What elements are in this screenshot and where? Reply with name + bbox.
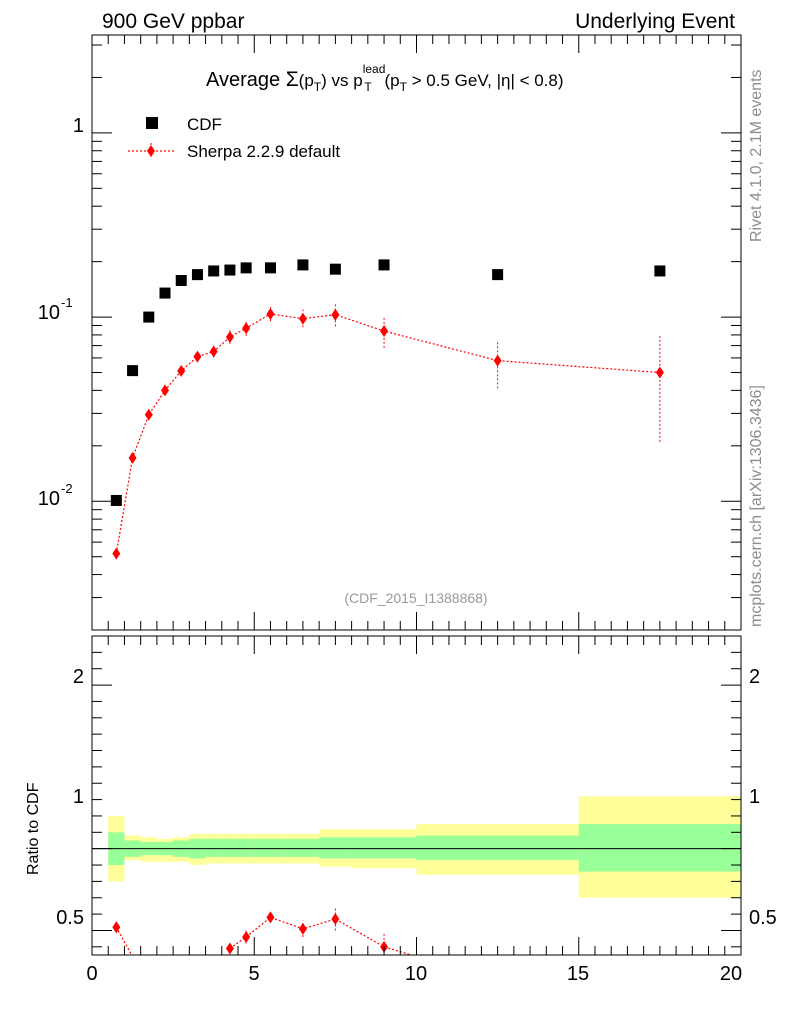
ratio-sherpa-point xyxy=(331,913,340,926)
uncertainty-band-inner xyxy=(351,837,417,859)
sherpa-point xyxy=(380,325,389,338)
sherpa-point xyxy=(266,307,275,320)
ratio-y-tick-label-2-left: 2 xyxy=(73,666,84,688)
x-tick-label-5: 5 xyxy=(248,963,259,985)
ratio-y-tick-label-2-right: 2 xyxy=(749,666,760,688)
ratio-sherpa-point xyxy=(266,911,275,924)
legend-cdf-label: CDF xyxy=(187,115,222,134)
analysis-watermark: (CDF_2015_I1388868) xyxy=(344,590,487,606)
ratio-y-axis-title: Ratio to CDF xyxy=(25,782,42,875)
ratio-y-tick-label-0.5-left: 0.5 xyxy=(56,907,84,929)
uncertainty-band-inner xyxy=(205,838,222,857)
header-left: 900 GeV ppbar xyxy=(102,10,244,33)
ratio-sherpa-point xyxy=(298,922,307,935)
cdf-point xyxy=(297,259,309,271)
cdf-point xyxy=(208,265,220,277)
x-tick-label-0: 0 xyxy=(86,963,97,985)
svg-text:-2: -2 xyxy=(61,481,73,496)
cdf-point xyxy=(110,494,122,506)
y-tick-label-10-1: 10 -1 xyxy=(38,295,73,324)
ratio-sherpa-point xyxy=(225,942,234,955)
y-tick-label-1: 1 xyxy=(73,115,84,137)
sherpa-point xyxy=(298,312,307,325)
sherpa-point xyxy=(112,547,121,560)
plot-title: Average Σ(pT) vs plead T (pT > 0.5 GeV, |… xyxy=(206,62,564,94)
cdf-point xyxy=(329,263,341,275)
svg-text:10: 10 xyxy=(38,488,60,510)
sherpa-point xyxy=(331,308,340,321)
uncertainty-band-inner xyxy=(238,838,255,857)
cdf-point xyxy=(143,311,155,323)
sherpa-point xyxy=(209,345,218,358)
cdf-point xyxy=(159,287,171,299)
uncertainty-band-inner xyxy=(221,838,239,857)
sherpa-point xyxy=(225,330,234,343)
uncertainty-band-inner xyxy=(286,838,320,857)
x-tick-label-15: 15 xyxy=(567,963,589,985)
y-tick-label-10-2: 10 -2 xyxy=(38,481,73,510)
ratio-y-tick-label-1-right: 1 xyxy=(749,786,760,808)
uncertainty-band-inner xyxy=(578,824,741,872)
uncertainty-band-inner xyxy=(254,838,287,857)
header-right: Underlying Event xyxy=(575,10,735,33)
rivet-version-text: Rivet 4.1.0, 2.1M events xyxy=(748,69,765,242)
ratio-panel-area xyxy=(92,796,741,898)
ratio-sherpa-line xyxy=(115,926,133,955)
sherpa-point xyxy=(493,354,502,367)
sherpa-line xyxy=(115,313,660,554)
ratio-panel-marks xyxy=(112,907,414,955)
ratio-y-tick-label-1-left: 1 xyxy=(73,786,84,808)
main-panel-ticks xyxy=(91,35,742,631)
main-panel-marks xyxy=(110,259,666,560)
cdf-point xyxy=(240,262,252,274)
mcplots-url-text: mcplots.cern.ch [arXiv:1306.3436] xyxy=(748,385,765,627)
svg-text:10: 10 xyxy=(38,302,60,324)
cdf-point xyxy=(378,259,390,271)
ratio-y-tick-label-0.5-right: 0.5 xyxy=(749,907,777,929)
legend-sherpa-label: Sherpa 2.2.9 default xyxy=(187,142,340,161)
svg-text:-1: -1 xyxy=(61,295,73,310)
uncertainty-band-inner xyxy=(319,837,352,859)
sherpa-point xyxy=(242,322,251,335)
uncertainty-band-inner xyxy=(416,835,579,861)
legend-cdf-marker xyxy=(146,117,158,129)
cdf-point xyxy=(191,269,203,281)
sherpa-point xyxy=(193,350,202,363)
ratio-panel-frame xyxy=(91,635,742,956)
cdf-point xyxy=(264,262,276,274)
cdf-point xyxy=(654,265,666,277)
ratio-panel-ticks xyxy=(91,635,742,955)
sherpa-point xyxy=(177,364,186,377)
sherpa-point xyxy=(655,366,664,379)
cdf-point xyxy=(492,269,504,281)
legend-sherpa-marker xyxy=(147,145,155,157)
x-tick-label-20: 20 xyxy=(720,963,742,985)
sherpa-point xyxy=(144,408,153,421)
ratio-sherpa-point xyxy=(242,931,251,944)
ratio-sherpa-point xyxy=(112,921,121,934)
cdf-point xyxy=(224,264,236,276)
cdf-point xyxy=(127,365,139,377)
sherpa-point xyxy=(128,451,137,464)
x-tick-label-10: 10 xyxy=(405,963,427,985)
cdf-point xyxy=(175,274,187,286)
sherpa-point xyxy=(161,384,170,397)
ratio-sherpa-line xyxy=(229,916,414,955)
